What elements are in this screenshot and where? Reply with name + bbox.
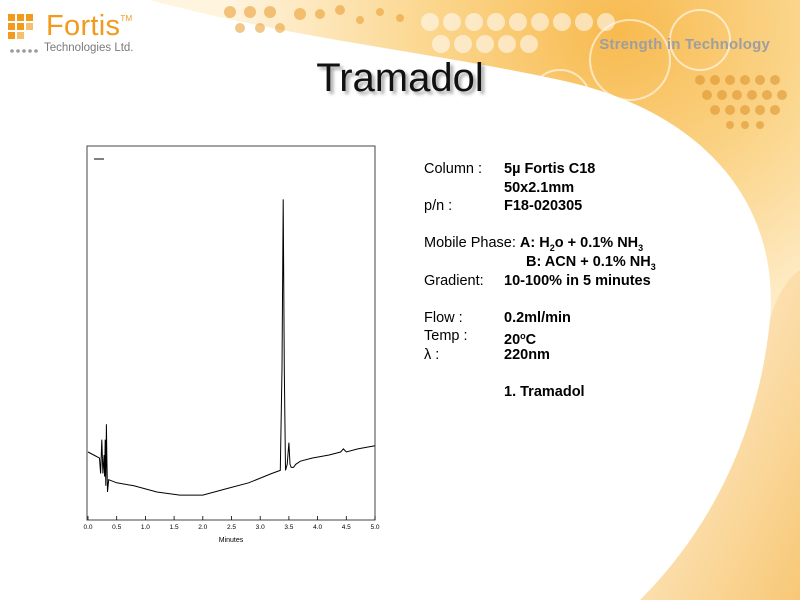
fortis-logo[interactable]: FortisTM Technologies Ltd. (8, 10, 148, 62)
logo-dots-icon (10, 49, 38, 53)
gradient-value: 10-100% in 5 minutes (504, 272, 651, 289)
x-axis-label: Minutes (219, 537, 244, 544)
x-axis-ticks (87, 516, 376, 520)
wavelength-label: λ : (424, 346, 440, 363)
brand-name: FortisTM (46, 10, 133, 42)
mobile-phase-b-row: B: ACN + 0.1% NH3 (424, 253, 656, 272)
flow-label: Flow : (424, 309, 463, 326)
peak-list-item: 1. Tramadol (504, 384, 585, 401)
plot-frame (86, 145, 376, 521)
brand-tagline: Strength in Technology (599, 36, 770, 53)
method-parameters: Column : 5µ Fortis C18 50x2.1mm p/n : F1… (424, 160, 656, 402)
mobile-phase-b: B: ACN + 0.1% NH3 (526, 253, 656, 272)
column-value: 5µ Fortis C18 (504, 161, 596, 177)
temp-row: Temp : 20oC (424, 327, 656, 349)
x-axis-tick-labels: 0.0 0.5 1.0 1.5 2.0 2.5 3.0 3.5 4.0 4.5 5.0 (83, 524, 379, 531)
x-tick-label: 1.5 (170, 524, 179, 531)
pn-value: F18-020305 (504, 198, 583, 215)
x-tick-label: 3.0 (256, 524, 265, 531)
temp-value: 20oC (504, 331, 537, 349)
logo-grid-icon (8, 14, 33, 39)
column-row: Column : 5µ Fortis C18 (424, 160, 656, 179)
x-tick-label: 4.0 (313, 524, 322, 531)
x-tick-label: 0.5 (112, 524, 121, 531)
chromatogram-svg: 0.0 0.5 1.0 1.5 2.0 2.5 3.0 3.5 4.0 4.5 5.0 Minute… (83, 145, 380, 544)
x-tick-label: 0.0 (83, 524, 92, 531)
gradient-row: Gradient: 10-100% in 5 minutes (424, 272, 656, 291)
x-tick-label: 3.5 (284, 524, 293, 531)
gradient-label: Gradient: (424, 272, 484, 289)
chromatogram-trace (87, 199, 376, 496)
mobile-phase-a: A: H2o + 0.1% NH3 (519, 235, 644, 254)
pn-label: p/n : (424, 198, 453, 215)
column-label: Column : (424, 161, 483, 177)
chromatogram: 0.0 0.5 1.0 1.5 2.0 2.5 3.0 3.5 4.0 4.5 5.0 Minute… (82, 142, 387, 552)
wavelength-value: 220nm (504, 346, 550, 363)
mobile-phase-row: Mobile Phase: A: H2o + 0.1% NH3 (424, 234, 656, 253)
x-tick-label: 5.0 (370, 524, 379, 531)
temp-label: Temp : (424, 328, 468, 345)
x-tick-label: 2.0 (198, 524, 207, 531)
mobile-phase-label: Mobile Phase: (424, 235, 516, 252)
x-tick-label: 1.0 (141, 524, 150, 531)
wavelength-row: λ : 220nm (424, 346, 656, 365)
column-dims: 50x2.1mm (504, 179, 575, 196)
slide-title: Tramadol (316, 56, 484, 100)
pn-row: p/n : F18-020305 (424, 197, 656, 216)
x-tick-label: 4.5 (342, 524, 351, 531)
flow-row: Flow : 0.2ml/min (424, 309, 656, 328)
flow-value: 0.2ml/min (504, 309, 571, 326)
brand-subtitle: Technologies Ltd. (44, 42, 134, 54)
brand-tm: TM (120, 14, 133, 23)
x-tick-label: 2.5 (227, 524, 236, 531)
